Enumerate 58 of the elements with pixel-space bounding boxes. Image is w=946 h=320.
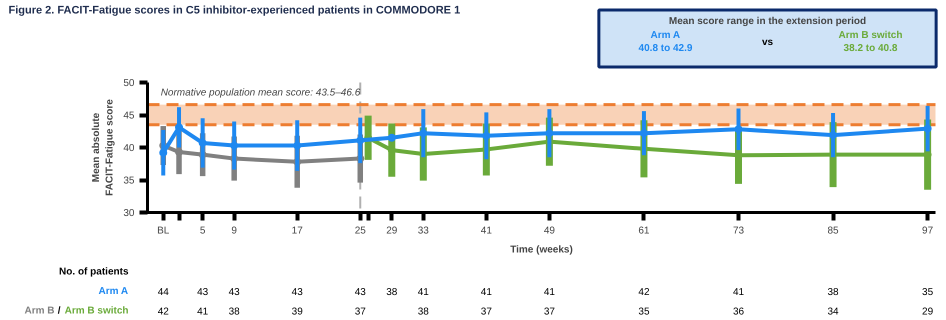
text: 43 (228, 287, 240, 298)
x-tick-label: 41 (480, 226, 492, 236)
x-tick-label: 85 (828, 226, 840, 236)
x-tick-label: 61 (638, 226, 650, 236)
y-tick-label: 35 (123, 176, 135, 186)
text: 41 (544, 287, 556, 298)
text: Arm A (650, 30, 680, 41)
x-tick-label: 33 (418, 226, 430, 236)
text: 34 (828, 306, 840, 318)
text: vs (762, 37, 774, 48)
x-tick-label: 49 (544, 226, 556, 236)
text: 40.8 to 42.9 (638, 43, 693, 54)
text: 43 (197, 287, 209, 298)
text: 35 (922, 287, 934, 298)
text: 35 (638, 306, 650, 318)
text: 41 (732, 287, 744, 298)
text: Arm B switch (838, 30, 902, 41)
text: Arm B (24, 305, 55, 316)
y-tick-label: 40 (123, 143, 135, 154)
band-label: Normative population mean score: 43.5–46.6 (160, 88, 361, 99)
text: 43 (292, 287, 304, 298)
text: 38 (418, 306, 430, 318)
text: 37 (354, 306, 366, 318)
text: Arm A (98, 286, 128, 297)
text: 39 (292, 306, 304, 318)
text: 42 (638, 287, 650, 298)
text: 37 (544, 306, 556, 318)
x-tick-label: 25 (354, 226, 366, 236)
text: 38.2 to 40.8 (844, 43, 898, 54)
text: 36 (732, 306, 744, 318)
text: 37 (480, 306, 492, 318)
text: 41 (418, 287, 430, 298)
x-tick-label: 29 (386, 226, 398, 236)
text: 41 (197, 306, 209, 318)
text: 41 (480, 287, 492, 298)
text: 43 (354, 287, 366, 298)
y-tick-label: 50 (123, 78, 135, 89)
text: 38 (386, 287, 398, 298)
text: Mean score range in the extension period (668, 16, 866, 27)
chart-title: Figure 2. FACIT-Fatigue scores in C5 inhibitor-experienced patients in COMMODORE 1 (8, 4, 460, 16)
x-tick-label: 5 (200, 226, 206, 236)
text: Arm B switch (64, 305, 129, 316)
y-axis-title: Mean absolute FACIT-Fatigue score (91, 98, 116, 196)
x-tick-label: 9 (231, 226, 238, 236)
x-tick-label: 73 (732, 226, 744, 236)
text: 29 (922, 306, 934, 318)
text: 38 (828, 287, 840, 298)
text: No. of patients (59, 266, 129, 278)
text: 38 (228, 306, 240, 318)
text: 42 (158, 306, 170, 318)
text: / (58, 305, 61, 316)
y-tick-label: 45 (123, 110, 135, 122)
x-tick-label: BL (157, 226, 170, 236)
text: 44 (158, 287, 170, 298)
x-axis-title: Time (weeks) (510, 244, 573, 256)
y-tick-label: 30 (123, 208, 135, 219)
x-tick-label: 97 (922, 226, 934, 236)
x-tick-label: 17 (292, 226, 304, 236)
